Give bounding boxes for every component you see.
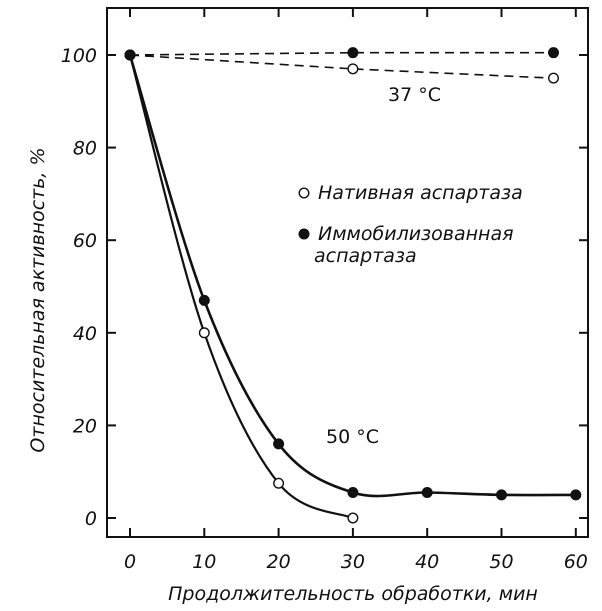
series-curve-3	[128, 54, 576, 498]
x-tick-label: 40	[415, 551, 439, 573]
x-tick-label: 10	[192, 551, 216, 573]
series-curve-2	[128, 54, 354, 520]
x-tick-label: 30	[341, 551, 365, 573]
filled-data-point	[421, 487, 433, 499]
open-data-point	[347, 512, 359, 524]
legend-marker	[298, 187, 310, 199]
legend-marker	[298, 228, 310, 240]
x-tick-label: 20	[267, 551, 291, 573]
filled-data-point	[198, 294, 210, 306]
legend-label: Иммобилизованная	[318, 223, 514, 245]
open-data-point	[548, 72, 560, 84]
y-tick-label: 80	[73, 138, 97, 160]
y-tick-label: 20	[73, 415, 97, 437]
legend-label: аспартаза	[314, 245, 417, 267]
y-tick-label: 100	[61, 45, 97, 67]
open-data-point	[273, 477, 285, 489]
open-data-point	[347, 63, 359, 75]
x-tick-label: 60	[564, 551, 588, 573]
x-tick-label: 50	[489, 551, 513, 573]
annotation-50c: 50 °C	[326, 426, 379, 448]
legend-label: Нативная аспартаза	[318, 182, 523, 204]
filled-data-point	[124, 49, 136, 61]
filled-data-point	[347, 487, 359, 499]
x-axis-label: Продолжительность обработки, мин	[168, 583, 538, 605]
x-tick-label: 0	[124, 551, 136, 573]
series-line-1	[129, 51, 554, 56]
open-data-point	[198, 327, 210, 339]
filled-data-point	[347, 47, 359, 59]
filled-data-point	[570, 489, 582, 501]
filled-data-point	[496, 489, 508, 501]
y-axis-label: Относительная активность, %	[27, 147, 49, 452]
y-tick-label: 0	[85, 508, 97, 530]
plot-frame	[106, 7, 589, 538]
filled-data-point	[273, 438, 285, 450]
y-tick-label: 60	[73, 230, 97, 252]
y-tick-label: 40	[73, 323, 97, 345]
annotation-37c: 37 °C	[388, 84, 441, 106]
filled-data-point	[548, 47, 560, 59]
series-line-0	[129, 54, 554, 79]
